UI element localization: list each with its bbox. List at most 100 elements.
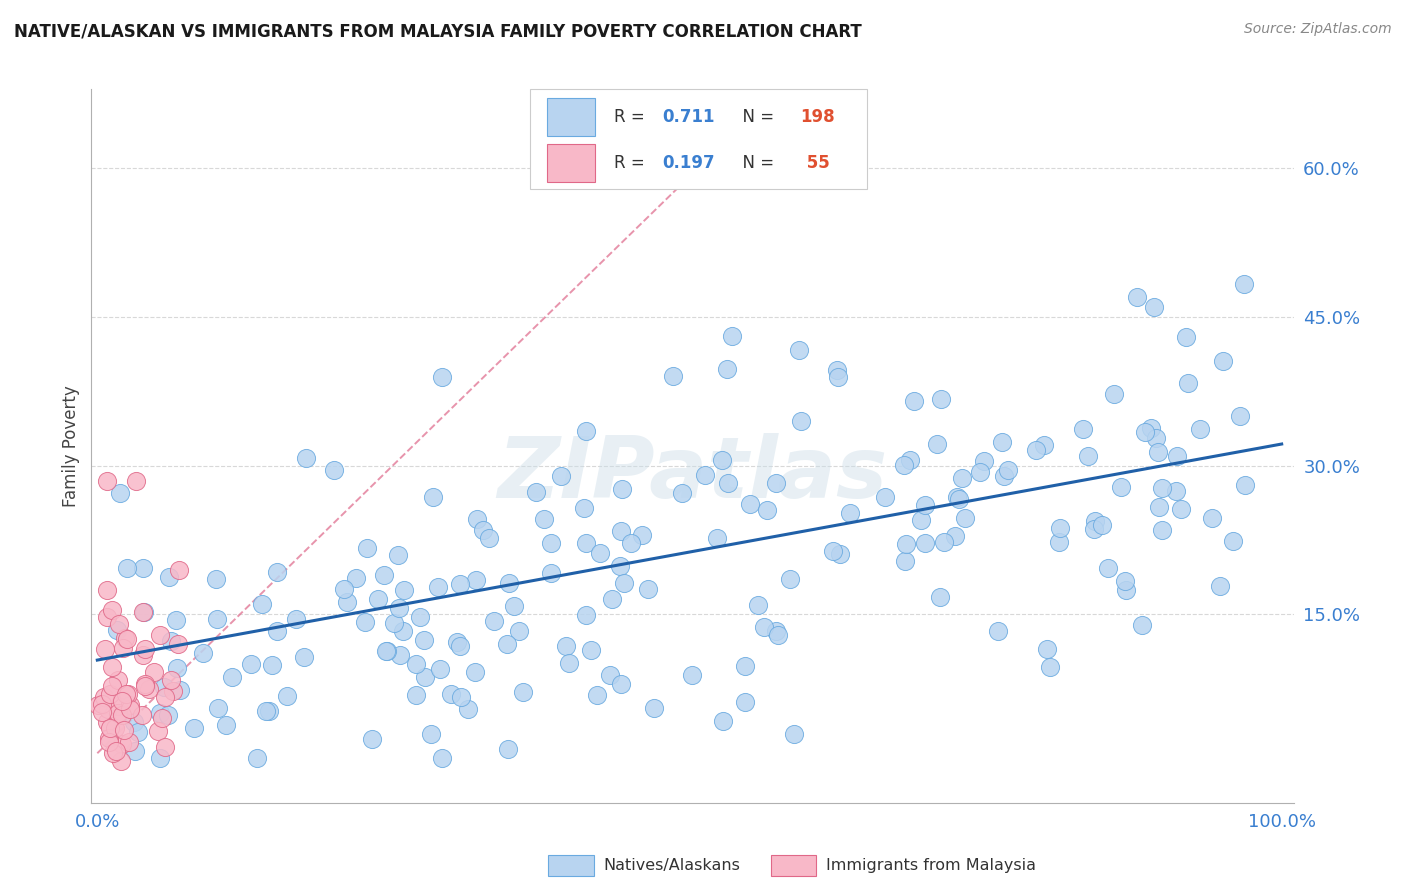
Point [156,707,179,722]
Point [90,705,112,719]
Point [789,343,811,357]
Point [1115,583,1137,598]
Point [631,528,654,542]
Text: 198: 198 [800,108,835,126]
Point [344,571,367,585]
Point [1229,409,1251,423]
Text: Natives/Alaskans: Natives/Alaskans [603,858,741,873]
Point [1084,514,1107,528]
Text: ZIPatlas: ZIPatlas [498,433,887,516]
Text: NATIVE/ALASKAN VS IMMIGRANTS FROM MALAYSIA FAMILY POVERTY CORRELATION CHART: NATIVE/ALASKAN VS IMMIGRANTS FROM MALAYS… [14,22,862,40]
Y-axis label: Family Poverty: Family Poverty [62,385,80,507]
Point [755,503,778,517]
Point [894,553,917,567]
Point [94,641,117,656]
Point [115,561,138,575]
Point [149,751,172,765]
FancyBboxPatch shape [547,144,595,182]
Point [420,727,443,741]
Point [388,648,411,662]
FancyBboxPatch shape [530,89,866,189]
Point [554,640,576,654]
Point [153,690,176,704]
Point [987,624,1010,638]
Point [465,573,488,587]
Point [96,582,118,597]
Point [1201,511,1223,525]
Point [464,665,486,679]
Point [132,648,155,663]
Point [602,591,624,606]
Point [446,635,468,649]
Point [122,715,145,730]
Point [143,665,166,679]
Point [375,644,398,658]
Point [146,724,169,739]
Point [120,698,142,713]
Point [333,582,356,597]
Point [323,463,346,477]
Point [98,734,121,748]
Point [169,682,191,697]
Point [498,576,520,591]
Text: R =: R = [614,154,651,172]
Point [262,657,284,672]
Point [1144,431,1167,445]
Point [96,715,118,730]
Point [752,620,775,634]
Point [167,637,190,651]
Point [950,471,973,485]
Point [738,497,761,511]
Point [107,698,129,713]
Point [266,565,288,579]
Point [392,582,415,597]
Point [783,727,806,741]
Point [422,491,444,505]
Point [662,368,685,383]
Point [167,563,190,577]
Point [914,536,936,550]
Point [910,513,932,527]
Point [993,468,1015,483]
Point [1164,483,1187,498]
Point [991,435,1014,450]
Point [610,524,633,539]
Point [717,476,740,491]
Point [97,702,120,716]
Point [997,463,1019,477]
Point [478,532,501,546]
Point [1091,517,1114,532]
Point [191,646,214,660]
Point [266,624,288,639]
Point [295,450,318,465]
Point [104,743,127,757]
Point [457,702,479,716]
Point [221,670,243,684]
Point [766,628,789,642]
Point [706,532,728,546]
Point [104,722,127,736]
Point [285,612,308,626]
Point [134,605,156,619]
Point [671,485,693,500]
Point [292,649,315,664]
Point [160,633,183,648]
Point [572,500,595,515]
Point [405,688,427,702]
Point [373,567,395,582]
Point [1152,482,1174,496]
Point [1147,445,1170,459]
Point [117,687,139,701]
Point [1150,523,1173,537]
Point [115,687,138,701]
Point [637,582,659,596]
Point [101,679,124,693]
Point [839,506,862,520]
Point [384,616,406,631]
Point [610,482,633,496]
Point [1147,500,1170,514]
Point [353,615,375,630]
Point [257,704,280,718]
Point [125,474,148,488]
Point [450,690,472,705]
